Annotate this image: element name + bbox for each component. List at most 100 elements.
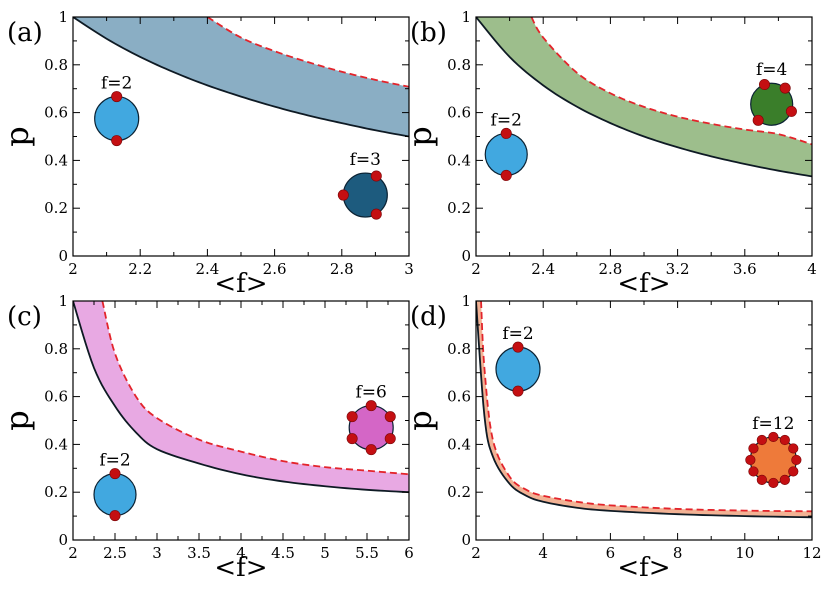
upper-bound-line-a [206,17,409,88]
x-tick-label-c: 5.5 [355,544,379,562]
x-tick-label-c: 5 [320,544,330,562]
sticky-patch [109,510,121,522]
particle-inset-f2-c: f=2 [93,451,137,522]
x-tick-label-c: 3 [152,544,162,562]
sticky-patch [346,411,358,423]
particle-inset-f2-a: f=2 [94,74,140,147]
particle-inset-f12-d: f=12 [745,414,802,489]
particle-label: f=2 [101,74,132,94]
particle-inset-f4-b: f=4 [750,60,797,126]
panel-label-b: (b) [410,18,447,48]
panel-c: 2 2.5 3 3.5 4 4.5 5 5.5 6 0 0.2 0.4 0.6 0.8 1 <f> p (c) f=… [0,292,414,583]
x-tick-label-a: 2.6 [263,260,287,278]
y-tick-label-b: 0.4 [447,151,471,169]
x-tick-label-c: 4.5 [271,544,295,562]
y-tick-label-a: 1 [58,8,68,26]
y-tick-label-b: 0.2 [447,199,471,217]
y-tick-label-c: 0.6 [44,388,68,406]
x-axis-label-c: <f> [214,553,267,583]
particle-body [495,346,541,392]
y-axis-label-c: p [0,410,36,430]
y-tick-label-d: 0.8 [447,340,471,358]
y-tick-label-d: 0.6 [447,388,471,406]
y-tick-label-c: 0 [58,531,68,549]
y-axis-label-d: p [401,410,439,430]
particle-body [348,405,394,451]
sticky-patch [745,454,756,466]
x-tick-label-d: 2 [471,544,481,562]
particle-label: f=2 [502,324,533,344]
y-tick-label-d: 0 [461,531,471,549]
x-tick-label-a: 2.2 [128,260,152,278]
x-tick-label-b: 3.2 [666,260,690,278]
upper-bound-line-c [101,301,409,476]
sticky-patch [756,474,767,485]
particle-label: f=2 [99,451,130,471]
sticky-patch [384,433,396,445]
x-tick-label-d: 4 [538,544,548,562]
y-tick-label-a: 0 [58,247,68,265]
sticky-patch [779,434,790,446]
sticky-patch [788,466,799,477]
y-tick-label-c: 0.4 [44,435,68,453]
particle-inset-f2-d: f=2 [495,324,541,397]
particle-body [94,95,140,142]
x-tick-label-c: 2.5 [103,544,127,562]
x-tick-label-d: 12 [802,544,821,562]
sticky-patch [109,468,121,480]
sticky-patch [384,411,396,423]
sticky-patch [346,433,358,445]
band-c [73,301,409,493]
x-axis-label-b: <f> [617,269,670,299]
particle-label: f=2 [491,110,522,130]
sticky-patch [779,82,791,94]
particle-inset-f6-c: f=6 [346,383,396,456]
sticky-patch [788,443,799,454]
y-tick-label-d: 0.4 [447,435,471,453]
x-tick-label-a: 2.4 [195,260,219,278]
sticky-patch [512,385,524,397]
band-a [73,17,409,137]
sticky-patch [768,431,779,443]
sticky-patch [370,208,382,220]
upper-bound-line-d [480,301,812,513]
x-tick-label-c: 2 [68,544,78,562]
y-tick-label-a: 0.8 [44,56,68,74]
y-tick-label-d: 0.2 [447,483,471,501]
y-tick-label-b: 0 [461,247,471,265]
lower-bound-line-c [73,301,409,494]
y-tick-label-c: 0.2 [44,483,68,501]
sticky-patch [748,443,759,454]
y-axis-label-b: p [401,126,439,146]
lower-bound-line-a [73,17,409,138]
sticky-patch [758,79,770,91]
y-tick-label-c: 0.8 [44,340,68,358]
sticky-patch [768,477,779,489]
y-tick-label-b: 1 [461,8,471,26]
x-tick-label-d: 8 [673,544,683,562]
sticky-patch [791,454,802,466]
lower-bound-line-d [476,301,812,519]
sticky-patch [752,114,764,126]
y-tick-label-a: 0.6 [44,104,68,122]
panel-label-a: (a) [7,18,43,48]
particle-body [93,472,137,517]
sticky-patch [111,135,123,147]
x-tick-label-b: 2 [471,260,481,278]
particle-body [750,82,794,126]
particle-label: f=6 [356,383,387,403]
y-tick-label-a: 0.2 [44,199,68,217]
x-tick-label-d: 6 [606,544,616,562]
sticky-patch [779,474,790,485]
sticky-patch [500,169,512,181]
x-tick-label-a: 2 [68,260,78,278]
particle-label: f=4 [756,60,787,80]
particle-label: f=3 [350,150,381,170]
panel-a: 2 2.2 2.4 2.6 2.8 3 0 0.2 0.4 0.6 0.8 1 <f> p (a) f=2 f=… [0,8,414,299]
sticky-patch [500,127,512,139]
particle-body [749,436,797,484]
x-tick-label-b: 2.8 [598,260,622,278]
sticky-patch [512,341,524,353]
panel-label-d: (d) [410,302,447,332]
